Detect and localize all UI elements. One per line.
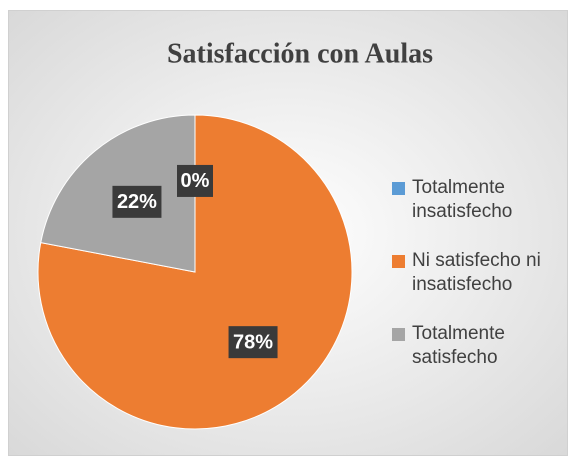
legend-swatch: [392, 328, 405, 341]
legend-label: Totalmente satisfecho: [412, 323, 505, 368]
data-label: 0%: [181, 170, 210, 192]
data-label-box: [177, 164, 213, 197]
data-label-box: [112, 185, 162, 218]
legend-swatch: [392, 182, 405, 195]
chart-title: Satisfacción con Aulas: [167, 38, 433, 69]
data-label: 22%: [117, 191, 157, 213]
data-label-box: [228, 326, 278, 359]
legend-label: Ni satisfecho ni insatisfecho: [412, 250, 541, 295]
legend-swatch: [392, 255, 405, 268]
data-label: 78%: [233, 331, 273, 353]
legend-label: Totalmente insatisfecho: [412, 177, 513, 222]
